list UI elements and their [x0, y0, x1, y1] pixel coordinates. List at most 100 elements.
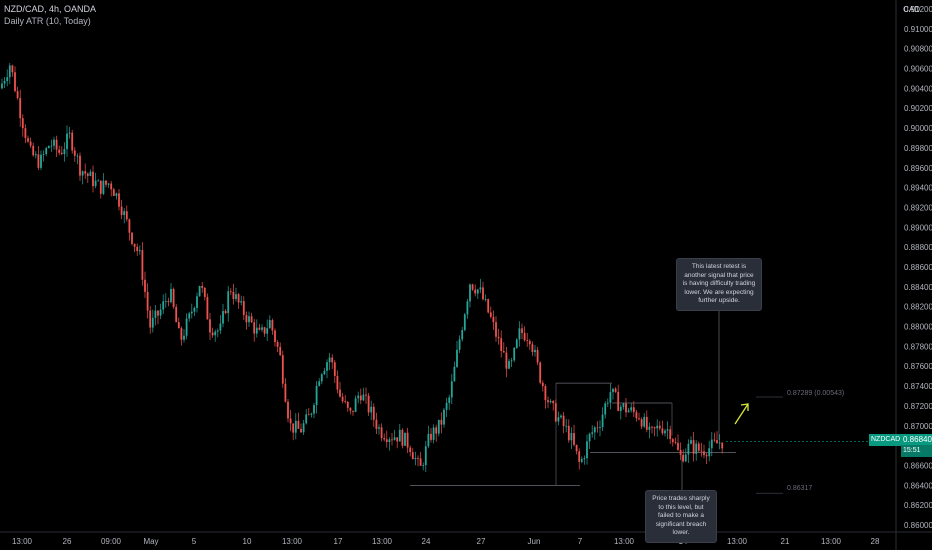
candle-body — [326, 362, 328, 371]
candle-body — [448, 397, 451, 403]
x-tick-label: 13:00 — [821, 537, 842, 546]
annotation-note-top[interactable]: This latest retest is another signal tha… — [676, 258, 762, 311]
candle-body — [523, 332, 526, 341]
candle-body — [677, 442, 679, 450]
candle-body — [367, 395, 370, 413]
candle-body — [653, 427, 656, 429]
candle-body — [222, 311, 224, 324]
candle-body — [190, 311, 193, 314]
candle-body — [544, 386, 547, 401]
candle-body — [227, 291, 230, 314]
candle-body — [339, 389, 341, 397]
candle-body — [92, 171, 94, 187]
candle-body — [661, 428, 664, 434]
y-tick-label: 0.89400 — [904, 184, 932, 193]
candle-body — [489, 312, 492, 317]
candle-body — [172, 288, 175, 307]
candle-body — [656, 425, 659, 429]
candle-body — [170, 288, 172, 303]
candle-body — [684, 454, 687, 462]
candle-body — [510, 360, 513, 362]
candle-body — [648, 426, 651, 430]
candle-body — [344, 401, 347, 403]
candle-body — [528, 340, 531, 345]
candle-body — [151, 317, 154, 328]
candle-body — [255, 327, 258, 334]
x-tick-label: 21 — [781, 537, 790, 546]
y-tick-label: 0.90200 — [904, 104, 932, 113]
candle-body — [50, 145, 53, 147]
y-tick-label: 0.86600 — [904, 461, 932, 470]
candle-body — [560, 415, 562, 418]
y-tick-label: 0.88000 — [904, 323, 932, 332]
candle-body — [495, 322, 497, 337]
candle-body — [261, 327, 263, 330]
candle-body — [242, 301, 245, 315]
candle-body — [718, 442, 721, 444]
price-axis[interactable]: 0.91200 0.91000 0.90800 0.90600 0.90400 0.902… — [895, 0, 932, 550]
candle-body — [599, 427, 601, 428]
x-tick-label: 17 — [334, 537, 343, 546]
y-tick-label: 0.86400 — [904, 481, 932, 490]
candle-body — [614, 388, 617, 392]
candle-body — [318, 381, 321, 386]
candle-body — [196, 296, 198, 308]
y-tick-label: 0.88200 — [904, 303, 932, 312]
candle-body — [229, 291, 232, 293]
candle-body — [716, 440, 718, 444]
candle-body — [1, 83, 3, 89]
candle-body — [617, 391, 620, 411]
candle-body — [604, 403, 607, 415]
candle-body — [110, 183, 113, 190]
candle-body — [409, 447, 412, 453]
candle-body — [586, 441, 588, 459]
candle-body — [430, 433, 432, 440]
x-tick-label: 13:00 — [614, 537, 635, 546]
y-tick-label: 0.89200 — [904, 203, 932, 212]
candle-body — [266, 328, 269, 334]
candle-body — [159, 309, 162, 316]
last-price-tag: 0.86840 — [901, 434, 932, 446]
candle-body — [185, 318, 188, 336]
y-tick-label: 0.87600 — [904, 362, 932, 371]
candle-body — [703, 451, 705, 456]
candle-body — [180, 328, 183, 340]
candle-body — [588, 433, 591, 442]
candle-body — [705, 455, 708, 457]
candle-body — [63, 149, 66, 155]
candle-body — [11, 65, 14, 73]
candle-body — [406, 432, 409, 448]
candle-body — [141, 250, 144, 280]
candle-body — [144, 279, 146, 292]
candle-body — [393, 437, 396, 440]
candle-body — [479, 287, 482, 290]
upside-arrow — [734, 403, 749, 425]
annotation-note-bottom[interactable]: Price trades sharply to this level, but … — [645, 490, 717, 543]
candle-body — [651, 426, 653, 428]
candle-body — [578, 451, 581, 462]
candle-body — [224, 311, 227, 314]
candle-body — [198, 285, 201, 297]
candle-body — [474, 289, 477, 294]
candle-body — [562, 415, 565, 427]
time-axis[interactable]: 13:00 26 09:00 May 5 10 13:00 17 13:00 24 27 Jun 7 13… — [0, 531, 932, 546]
y-tick-label: 0.90400 — [904, 84, 932, 93]
candle-body — [622, 403, 625, 407]
candle-body — [505, 352, 508, 369]
level-label-upper: 0.87289 (0.00543) — [787, 390, 845, 397]
candle-body — [354, 398, 357, 412]
candle-body — [60, 152, 63, 155]
candle-body — [583, 458, 586, 460]
candle-body — [118, 193, 120, 207]
candle-body — [440, 419, 443, 425]
candle-body — [391, 439, 393, 441]
candle-body — [497, 336, 500, 339]
candle-body — [370, 406, 373, 413]
candle-body — [263, 327, 266, 334]
candle-body — [697, 443, 700, 451]
candle-body — [521, 328, 523, 333]
y-tick-label: 0.88600 — [904, 263, 932, 272]
candle-body — [679, 449, 682, 455]
candle-body — [380, 427, 383, 439]
